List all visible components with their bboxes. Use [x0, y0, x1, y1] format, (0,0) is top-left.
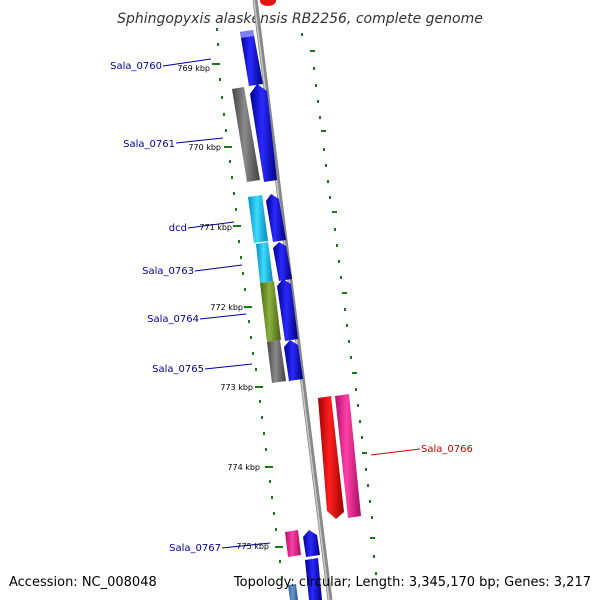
left-major-ticks [212, 63, 283, 548]
map-title: Sphingopyxis alaskensis RB2256, complete… [117, 11, 483, 27]
gene-label-dcd[interactable]: dcd [169, 223, 187, 234]
kbp-label-770: 770 kbp [188, 143, 221, 152]
gene-label-sala-0767[interactable]: Sala_0767 [169, 543, 221, 554]
gene-cyan-2-shape[interactable] [256, 242, 273, 283]
kbp-label-771: 771 kbp [199, 223, 232, 232]
gene-sala-0764-shape[interactable] [277, 279, 298, 341]
kbp-label-775: 775 kbp [236, 542, 269, 551]
left-tick-track [216, 28, 283, 579]
gene-grey-1-shape[interactable] [232, 87, 260, 182]
gene-olive-shape[interactable] [260, 281, 281, 342]
gene-label-sala-0765[interactable]: Sala_0765 [152, 364, 204, 375]
gene-cyan-1-shape[interactable] [248, 195, 268, 243]
gene-sala-0767-shape[interactable] [285, 530, 301, 557]
gene-label-sala-0764[interactable]: Sala_0764 [147, 314, 199, 325]
label-leaders [162, 58, 421, 549]
gene-pink-shape[interactable] [335, 394, 361, 518]
gene-sala-0760-shape[interactable] [240, 30, 263, 86]
kbp-label-769: 769 kbp [177, 64, 210, 73]
gene-label-sala-0766[interactable]: Sala_0766 [421, 444, 473, 455]
kbp-label-772: 772 kbp [210, 303, 243, 312]
gene-grey-2-shape[interactable] [267, 340, 286, 383]
gene-label-sala-0763[interactable]: Sala_0763 [142, 266, 194, 277]
gene-sala-0763-shape[interactable] [273, 242, 292, 281]
genome-summary: Topology: circular; Length: 3,345,170 bp… [233, 575, 591, 590]
gene-bottom-fragments[interactable] [288, 558, 322, 600]
gene-label-sala-0760[interactable]: Sala_0760 [110, 61, 162, 72]
accession-text: Accession: NC_008048 [9, 575, 157, 590]
kbp-label-774: 774 kbp [227, 463, 260, 472]
gene-dcd-shape[interactable] [266, 194, 286, 242]
gene-sala-0766-shape[interactable] [318, 396, 344, 519]
gene-fragment-top[interactable] [260, 0, 276, 6]
right-tick-track [301, 33, 377, 575]
gene-label-sala-0761[interactable]: Sala_0761 [123, 139, 175, 150]
gene-blue-bottom-shape[interactable] [303, 530, 320, 557]
gene-sala-0765-shape[interactable] [284, 340, 303, 381]
kbp-label-773: 773 kbp [220, 383, 253, 392]
gene-sala-0761-shape[interactable] [250, 84, 277, 182]
